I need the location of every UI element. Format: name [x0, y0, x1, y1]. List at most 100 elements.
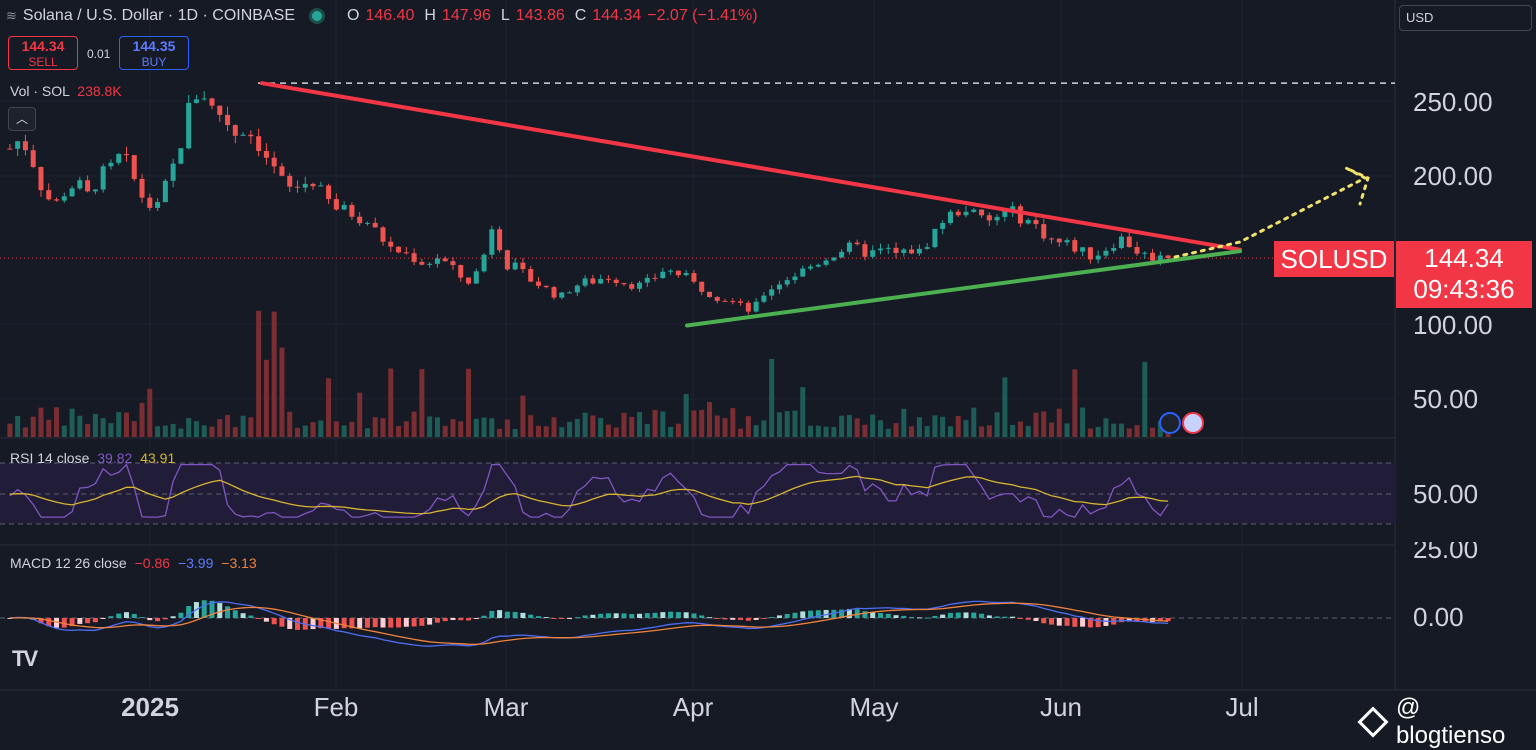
macd-histogram-bar — [1056, 618, 1062, 626]
macd-histogram-bar — [162, 618, 168, 620]
candle-body — [745, 302, 751, 312]
market-status-icon[interactable] — [309, 8, 325, 24]
candle-body — [660, 271, 666, 279]
candle-body — [411, 253, 417, 262]
tradingview-logo-icon[interactable]: TV — [12, 646, 38, 671]
macd-histogram-bar — [1165, 618, 1171, 622]
candle-body — [652, 277, 658, 279]
macd-legend[interactable]: MACD 12 26 close −0.86 −3.99 −3.13 — [10, 555, 257, 571]
macd-histogram-bar — [201, 600, 207, 618]
macd-histogram-bar — [730, 618, 736, 620]
volume-bar — [1049, 422, 1055, 437]
candle-body — [85, 180, 91, 192]
candle-body — [932, 228, 938, 248]
candle-body — [598, 278, 604, 284]
candle-body — [295, 186, 300, 188]
volume-bar — [986, 425, 992, 437]
macd-histogram-bar — [994, 616, 1000, 618]
macd-histogram-bar — [808, 610, 814, 618]
candle-body — [885, 247, 891, 249]
time-axis-month: Jun — [1040, 692, 1082, 722]
candle-body — [955, 211, 961, 216]
candle-body — [22, 141, 28, 151]
volume-bar — [776, 412, 782, 437]
volume-bar — [318, 420, 324, 437]
binance-logo-icon — [1357, 706, 1389, 738]
chevron-up-icon: ︿ — [15, 112, 28, 126]
candle-body — [333, 199, 339, 210]
macd-histogram-bar — [1002, 616, 1008, 618]
currency-select[interactable]: USD — [1399, 5, 1532, 31]
macd-histogram-bar — [986, 615, 992, 618]
volume-bar — [862, 424, 868, 437]
candle-body — [535, 281, 541, 286]
candle-body — [1049, 238, 1055, 240]
sell-price: 144.34 — [21, 38, 65, 54]
candle-body — [310, 183, 316, 187]
volume-legend[interactable]: Vol · SOL 238.8K — [10, 83, 122, 99]
volume-bar — [310, 422, 316, 437]
candle-body — [201, 98, 207, 100]
price-chart-canvas[interactable] — [0, 0, 1536, 732]
volume-bar — [349, 421, 355, 437]
volume-bar — [497, 428, 503, 437]
time-axis-month: Mar — [483, 692, 529, 722]
candle-body — [986, 215, 992, 221]
macd-histogram-bar — [637, 613, 643, 618]
volume-bar — [333, 421, 339, 437]
high-value: 147.96 — [441, 7, 491, 24]
last-price-value: 144.34 — [1424, 243, 1504, 273]
volume-bar — [1134, 425, 1140, 437]
macd-histogram-bar — [846, 608, 852, 618]
volume-bar — [792, 410, 798, 437]
macd-histogram-bar — [54, 618, 60, 628]
volume-bar — [85, 424, 91, 437]
candle-body — [123, 153, 129, 156]
macd-histogram-bar — [232, 610, 238, 618]
low-value: 143.86 — [515, 7, 565, 24]
volume-bar — [512, 428, 518, 437]
macd-histogram-bar — [979, 613, 985, 618]
candle-body — [380, 227, 386, 242]
volume-bar — [582, 412, 588, 437]
candle-body — [162, 180, 168, 203]
macd-histogram-bar — [792, 612, 798, 618]
macd-histogram-bar — [77, 618, 83, 624]
volume-bar — [543, 426, 549, 437]
candle-body — [1103, 250, 1109, 256]
macd-histogram-bar — [1126, 618, 1132, 622]
collapse-legend-button[interactable]: ︿ — [8, 107, 36, 131]
volume-bar — [675, 423, 681, 437]
volume-bar — [691, 410, 697, 437]
candle-body — [691, 273, 697, 282]
macd-histogram-bar — [971, 612, 977, 618]
sell-label: SELL — [28, 55, 58, 69]
volume-bar — [1126, 428, 1132, 437]
candle-body — [893, 247, 899, 253]
symbol-icon: ≋ — [6, 8, 17, 23]
volume-bar — [753, 425, 759, 437]
candle-body — [1010, 206, 1016, 211]
volume-bar — [357, 392, 363, 437]
volume-bar — [878, 420, 883, 437]
volume-bar — [621, 413, 627, 437]
us-flag-icon — [1182, 412, 1204, 434]
candle-body — [1165, 255, 1171, 259]
candle-body — [994, 216, 1000, 221]
candle-body — [1002, 210, 1008, 217]
candle-body — [1025, 220, 1031, 224]
buy-button[interactable]: 144.35 BUY — [119, 36, 189, 70]
macd-histogram-bar — [520, 612, 526, 618]
volume-bar — [846, 415, 852, 437]
candle-body — [567, 292, 573, 294]
macd-histogram-bar — [155, 618, 161, 622]
rsi-legend[interactable]: RSI 14 close 39.82 43.91 — [10, 450, 175, 466]
candle-body — [1017, 206, 1023, 224]
macd-histogram-bar — [1087, 618, 1093, 628]
chart-header: ≋ Solana / U.S. Dollar · 1D · COINBASE O… — [6, 7, 758, 25]
volume-bar — [116, 412, 122, 437]
volume-bar — [800, 387, 806, 437]
macd-signal-value: −3.13 — [221, 555, 257, 571]
sell-button[interactable]: 144.34 SELL — [8, 36, 78, 70]
volume-bar — [326, 378, 332, 437]
